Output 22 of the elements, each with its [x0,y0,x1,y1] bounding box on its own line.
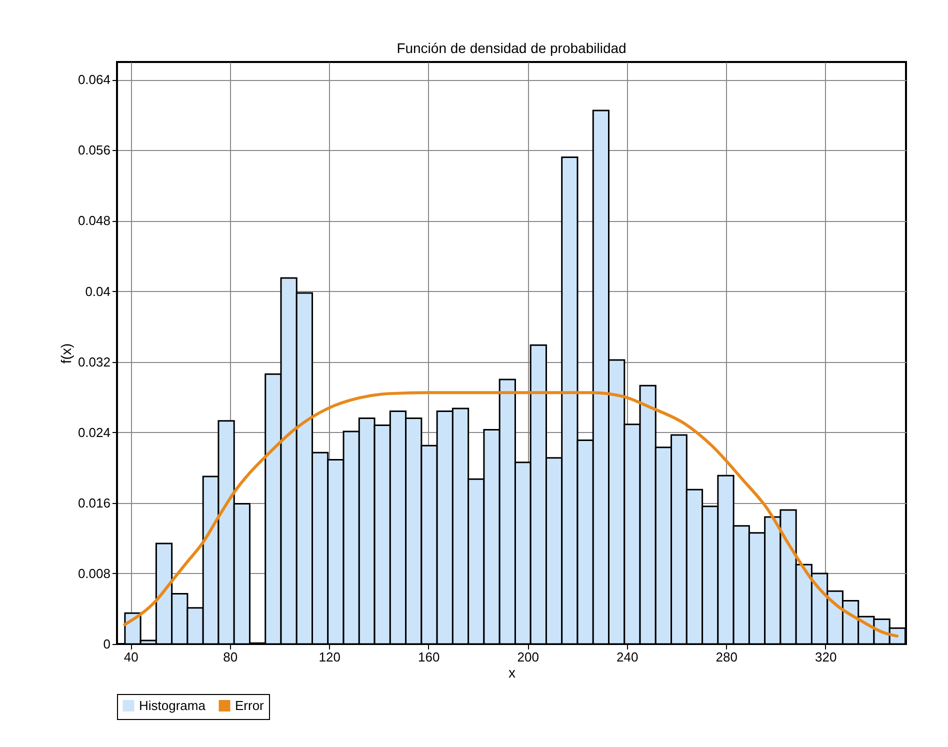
x-tick-label: 280 [716,650,738,664]
x-tick-label: 320 [815,650,837,664]
x-tick-label: 120 [318,650,340,664]
y-tick-label: 0.008 [78,566,110,581]
y-tick-label: 0.016 [78,495,110,510]
legend-label: Error [235,698,265,713]
legend-label: Histograma [139,698,206,713]
x-tick-label: 80 [223,650,238,664]
x-tick-label: 240 [616,650,638,664]
y-axis-title: f(x) [58,343,74,364]
y-tick-label: 0.032 [78,354,110,370]
y-tick-label: 0.056 [78,142,110,158]
y-tick-label: 0.04 [85,284,110,299]
x-axis-title: x [508,664,516,680]
y-tick-label: 0.048 [78,213,110,228]
y-tick-label: 0.064 [78,72,110,88]
y-tick-label: 0.024 [78,424,110,440]
x-tick-label: 40 [124,650,138,664]
chart-title: Función de densidad de probabilidad [396,40,626,56]
x-tick-label: 160 [418,650,440,664]
x-tick-label: 200 [517,650,539,664]
y-tick-label: 0 [103,636,110,652]
